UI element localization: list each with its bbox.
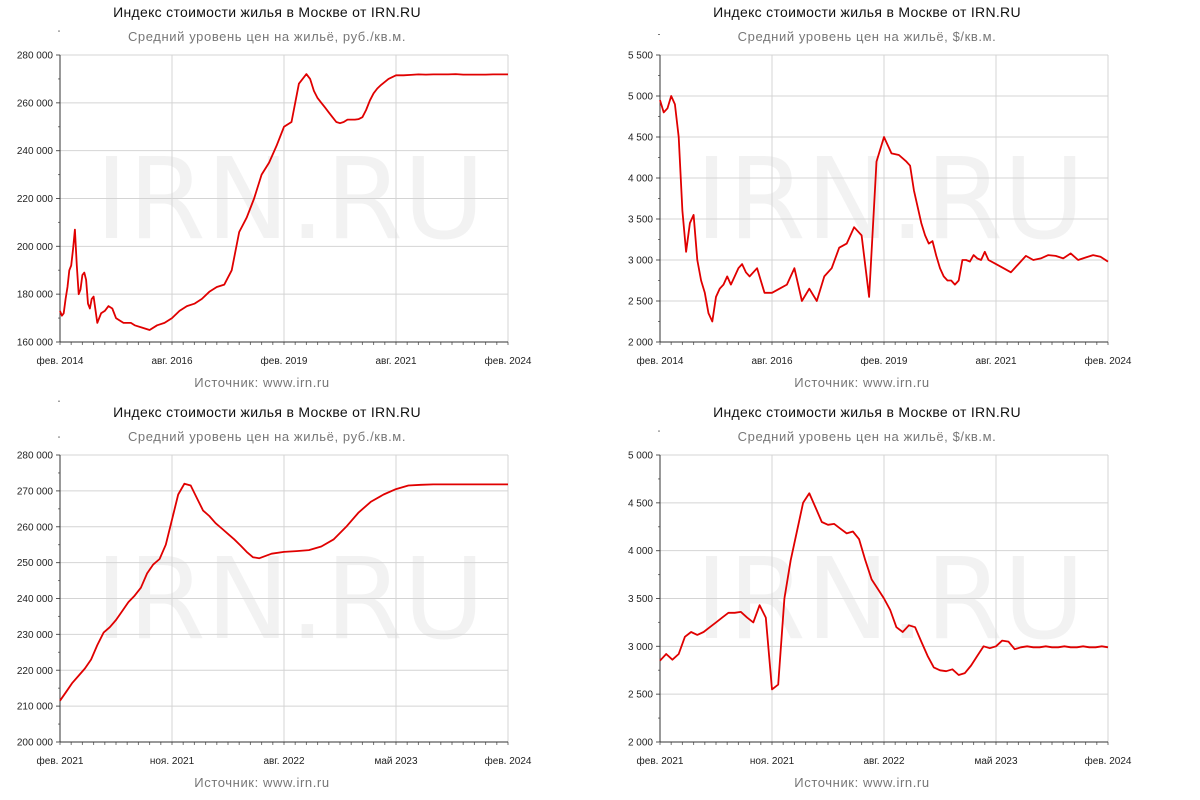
x-tick-label: фев. 2019 [261, 355, 308, 367]
y-tick-label: 220 000 [17, 194, 54, 205]
x-tick-label: фев. 2021 [37, 755, 84, 767]
y-tick-label: 3 000 [628, 642, 653, 653]
chart-subtitle: Средний уровень цен на жильё, руб./кв.м. [127, 429, 407, 444]
y-tick-label: 260 000 [17, 522, 54, 533]
x-tick-label: фев. 2019 [861, 355, 908, 367]
chart-panel-usd-long: Индекс стоимости жилья в Москве от IRN.R… [600, 0, 1200, 400]
y-tick-label: 200 000 [17, 738, 54, 749]
y-tick-label: 4 500 [628, 133, 653, 144]
x-tick-label: авг. 2022 [863, 756, 905, 767]
y-tick-label: 240 000 [17, 594, 54, 605]
x-tick-label: авг. 2016 [151, 356, 193, 367]
y-tick-label: 5 000 [628, 92, 653, 103]
y-tick-label: 3 500 [628, 594, 653, 605]
y-tick-label: 250 000 [17, 558, 54, 569]
chart-svg: IRN.RU 200 000 210 000 220 000 230 000 240 00… [17, 400, 532, 767]
series-line [59, 482, 508, 702]
chart-source: Источник: www.irn.ru [194, 375, 330, 390]
x-tick-label: май 2023 [974, 756, 1017, 767]
chart-svg: IRN.RU 160 000 180 000 200 000 220 000 240 00… [17, 30, 532, 367]
y-tick-label: 2 500 [628, 690, 653, 701]
chart-svg: IRN.RU 2 000 2 500 3 000 3 500 4 000 4 500 5 00… [628, 430, 1132, 767]
y-tick-label: 2 000 [628, 338, 653, 349]
y-tick-label: 160 000 [17, 338, 54, 349]
y-tick-label: 210 000 [17, 702, 54, 713]
y-tick-label: 2 500 [628, 297, 653, 308]
series-line [59, 73, 508, 331]
y-tick-label: 260 000 [17, 98, 54, 109]
watermark-text: IRN.RU [695, 535, 1085, 665]
x-tick-label: фев. 2021 [637, 755, 684, 767]
chart-title: Индекс стоимости жилья в Москве от IRN.R… [113, 4, 421, 20]
chart-subtitle: Средний уровень цен на жильё, $/кв.м. [737, 29, 997, 44]
chart-subtitle: Средний уровень цен на жильё, $/кв.м. [737, 429, 997, 444]
y-tick-label: 220 000 [17, 666, 54, 677]
y-tick-label: 5 000 [628, 451, 653, 462]
chart-title: Индекс стоимости жилья в Москве от IRN.R… [713, 404, 1021, 420]
x-tick-label: ноя. 2021 [150, 756, 195, 767]
y-tick-label: 2 000 [628, 738, 653, 749]
x-tick-label: фев. 2024 [1085, 355, 1132, 367]
watermark-text: IRN.RU [95, 535, 485, 665]
chart-source: Источник: www.irn.ru [794, 775, 930, 790]
series-line [659, 95, 1109, 323]
chart-source: Источник: www.irn.ru [194, 775, 330, 790]
chart-subtitle: Средний уровень цен на жильё, руб./кв.м. [127, 29, 407, 44]
y-tick-label: 4 500 [628, 498, 653, 509]
chart-svg: IRN.RU 2 000 2 500 3 000 3 500 4 000 4 500 5 00… [628, 34, 1132, 367]
chart-panel-usd-short: Индекс стоимости жилья в Москве от IRN.R… [600, 400, 1200, 800]
y-tick-label: 230 000 [17, 630, 54, 641]
chart-source: Источник: www.irn.ru [794, 375, 930, 390]
watermark-text: IRN.RU [695, 135, 1085, 265]
chart-panel-rub-short: Индекс стоимости жилья в Москве от IRN.R… [0, 400, 600, 800]
x-tick-label: авг. 2021 [375, 356, 417, 367]
y-tick-label: 3 000 [628, 256, 653, 267]
x-tick-label: авг. 2021 [975, 356, 1017, 367]
chart-title: Индекс стоимости жилья в Москве от IRN.R… [113, 404, 421, 420]
x-tick-label: авг. 2022 [263, 756, 305, 767]
chart-panel-rub-long: Индекс стоимости жилья в Москве от IRN.R… [0, 0, 600, 400]
series-line [659, 492, 1109, 691]
x-tick-label: фев. 2014 [637, 355, 684, 367]
y-tick-label: 5 500 [628, 51, 653, 62]
chart-title: Индекс стоимости жилья в Москве от IRN.R… [713, 4, 1021, 20]
x-tick-label: фев. 2014 [37, 355, 84, 367]
y-tick-label: 4 000 [628, 174, 653, 185]
y-tick-label: 3 500 [628, 215, 653, 226]
x-tick-label: фев. 2024 [485, 355, 532, 367]
x-tick-label: фев. 2024 [485, 755, 532, 767]
x-tick-label: ноя. 2021 [750, 756, 795, 767]
y-tick-label: 240 000 [17, 146, 54, 157]
x-tick-label: авг. 2016 [751, 356, 793, 367]
x-tick-label: май 2023 [374, 756, 417, 767]
y-tick-label: 280 000 [17, 451, 54, 462]
x-tick-label: фев. 2024 [1085, 755, 1132, 767]
y-tick-label: 180 000 [17, 290, 54, 301]
y-tick-label: 4 000 [628, 546, 653, 557]
y-tick-label: 280 000 [17, 51, 54, 62]
watermark-text: IRN.RU [95, 135, 485, 265]
y-tick-label: 200 000 [17, 242, 54, 253]
y-tick-label: 270 000 [17, 486, 54, 497]
